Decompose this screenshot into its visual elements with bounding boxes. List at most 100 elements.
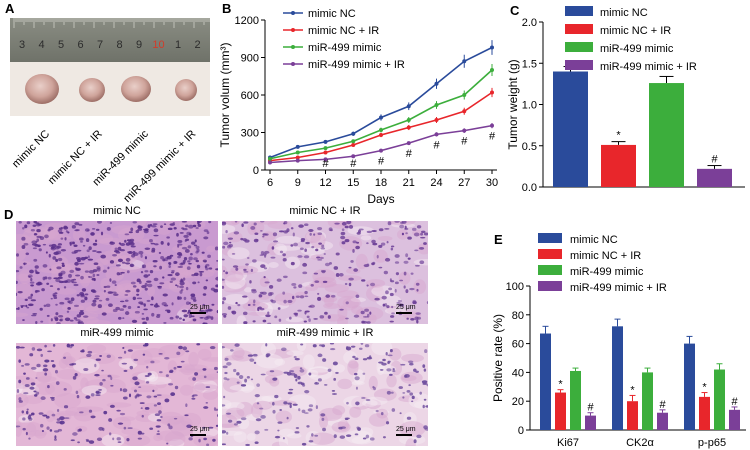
significance-mark: * bbox=[702, 382, 707, 394]
series-point bbox=[379, 115, 383, 120]
y-tick-label: 0.0 bbox=[522, 182, 537, 194]
y-axis-label: Tumor volum (mm³) bbox=[218, 43, 232, 148]
x-tick-label: 27 bbox=[458, 177, 470, 189]
series-point bbox=[295, 150, 300, 155]
series-point bbox=[323, 146, 328, 151]
series-point bbox=[406, 125, 411, 130]
series-point bbox=[462, 128, 467, 133]
significance-mark: * bbox=[558, 379, 563, 391]
significance-mark: * bbox=[630, 384, 635, 396]
y-tick-label: 40 bbox=[512, 367, 524, 379]
legend-label: mimic NC + IR bbox=[600, 25, 671, 37]
series-point bbox=[434, 81, 439, 86]
series-point bbox=[268, 156, 272, 161]
micro-title-4: miR-499 mimic + IR bbox=[276, 327, 374, 339]
tumor-volume-chart: 0 300 600 900 1200 6 9 12 15 18 21 24 27 30 Days Tumor … bbox=[218, 8, 498, 205]
ruler-number: 3 bbox=[19, 39, 25, 51]
bar bbox=[642, 372, 653, 430]
bar bbox=[657, 412, 668, 430]
scale-bar-3: 25 μm bbox=[190, 426, 210, 436]
ruler-number: 5 bbox=[58, 39, 64, 51]
legend-label: miR-499 mimic + IR bbox=[308, 59, 405, 71]
bar bbox=[627, 401, 638, 430]
series-point bbox=[462, 109, 467, 114]
series-point bbox=[351, 131, 356, 136]
significance-mark: # bbox=[711, 154, 718, 166]
bar bbox=[553, 71, 588, 187]
y-tick-label: 300 bbox=[241, 128, 259, 140]
micrograph-mir499-ir bbox=[222, 343, 428, 446]
y-tick-label: 60 bbox=[512, 339, 524, 351]
y-tick-label: 900 bbox=[241, 53, 259, 65]
bar bbox=[601, 144, 636, 187]
x-tick-label: 18 bbox=[375, 177, 387, 189]
bar bbox=[697, 168, 732, 187]
ruler-number: 8 bbox=[116, 39, 122, 51]
tumor-weight-chart: 0.0 0.5 1.0 1.5 2.0 Tumor weight (g) * # mimic N… bbox=[506, 6, 745, 194]
y-tick-label: 2.0 bbox=[522, 17, 537, 29]
series-point bbox=[323, 157, 328, 162]
significance-mark: # bbox=[433, 139, 440, 151]
legend-swatch bbox=[538, 233, 562, 243]
bar bbox=[684, 343, 695, 430]
series-point bbox=[434, 118, 439, 122]
series-point bbox=[379, 128, 383, 132]
series-point bbox=[406, 118, 411, 122]
tumor-2 bbox=[79, 78, 105, 102]
significance-mark: # bbox=[659, 399, 666, 411]
significance-mark: # bbox=[731, 396, 738, 408]
legend-swatch bbox=[565, 42, 593, 52]
ruler bbox=[10, 18, 210, 62]
significance-mark: * bbox=[616, 130, 621, 142]
ruler-number: 9 bbox=[136, 39, 142, 51]
ruler-number: 1 bbox=[175, 39, 181, 51]
ruler-number: 10 bbox=[152, 39, 164, 51]
series-point bbox=[351, 143, 356, 147]
legend-swatch bbox=[565, 6, 593, 16]
y-tick-label: 0 bbox=[253, 165, 259, 177]
legend-swatch bbox=[538, 265, 562, 275]
bar bbox=[612, 326, 623, 430]
significance-mark: # bbox=[587, 402, 594, 414]
legend-swatch bbox=[538, 281, 562, 291]
series-point bbox=[351, 139, 356, 144]
legend-label: miR-499 mimic + IR bbox=[600, 61, 697, 73]
series-point bbox=[268, 160, 272, 165]
significance-mark: # bbox=[489, 131, 496, 143]
y-tick-label: 1200 bbox=[235, 15, 259, 27]
x-tick-label: Ki67 bbox=[557, 437, 579, 449]
x-axis-label: Days bbox=[367, 192, 394, 205]
series-point bbox=[295, 155, 300, 160]
series-point bbox=[462, 93, 467, 97]
x-tick-label: p-p65 bbox=[698, 437, 726, 449]
panel-label-d: D bbox=[4, 207, 14, 222]
y-tick-label: 0.5 bbox=[522, 141, 537, 153]
series-point bbox=[490, 45, 494, 50]
significance-mark: # bbox=[350, 158, 357, 170]
bar bbox=[699, 396, 710, 430]
ruler-number: 6 bbox=[77, 39, 83, 51]
series-point bbox=[462, 59, 467, 64]
y-tick-label: 600 bbox=[241, 90, 259, 102]
tumor-1 bbox=[25, 74, 59, 104]
tumor-4 bbox=[175, 79, 197, 101]
y-axis-label: Positive rate (%) bbox=[491, 314, 505, 402]
bar bbox=[729, 409, 740, 430]
legend-label: mimic NC bbox=[600, 7, 648, 19]
series-point bbox=[490, 68, 494, 72]
series-point bbox=[295, 144, 300, 149]
series-point bbox=[379, 133, 383, 137]
legend-label: mimic NC bbox=[308, 8, 356, 20]
series-point bbox=[323, 139, 328, 144]
series-point bbox=[351, 154, 356, 159]
series-point bbox=[490, 123, 494, 128]
significance-mark: # bbox=[406, 148, 413, 160]
x-tick-label: 30 bbox=[486, 177, 498, 189]
bar bbox=[540, 333, 551, 430]
legend-label: mimic NC + IR bbox=[308, 25, 379, 37]
panel-label-e: E bbox=[494, 232, 503, 247]
y-tick-label: 0 bbox=[518, 425, 524, 437]
y-tick-label: 1.5 bbox=[522, 58, 537, 70]
tumor-label-1: mimic NC bbox=[10, 128, 53, 171]
series-point bbox=[323, 150, 328, 155]
